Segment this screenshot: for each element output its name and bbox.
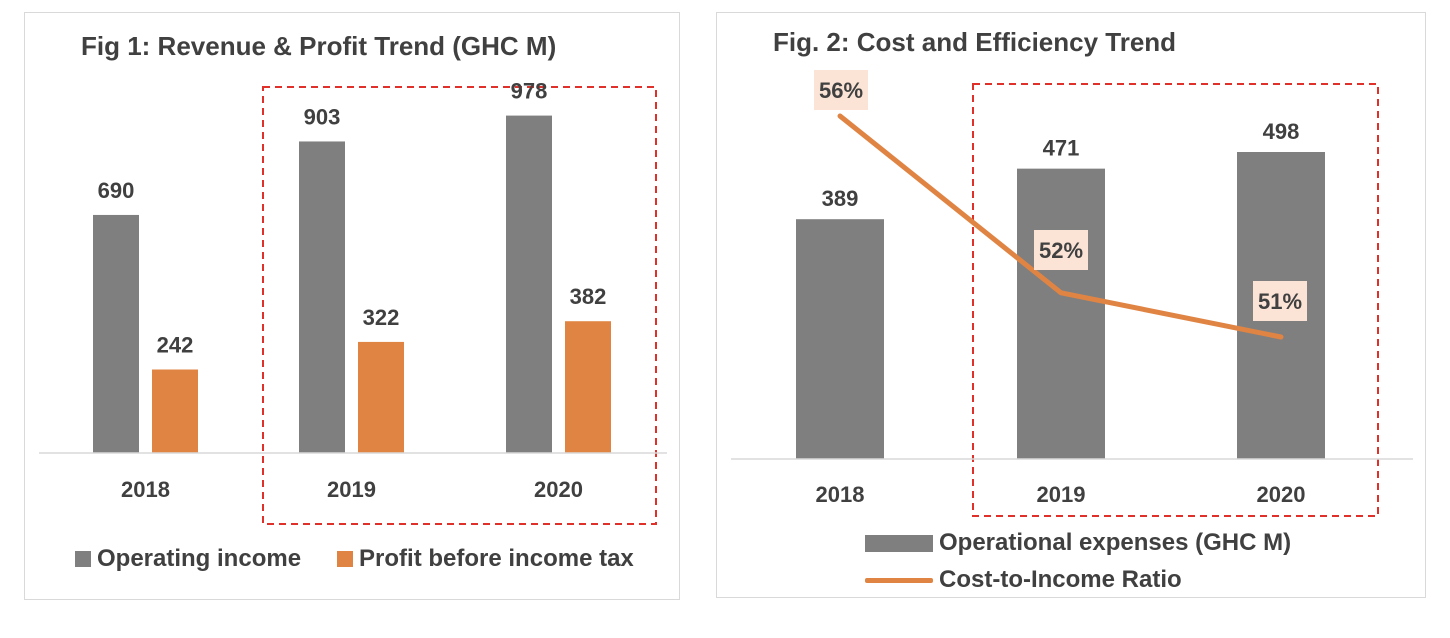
data-label-box-cost-to-income-2019 [1034, 230, 1088, 270]
bar-profit-before-income-tax-2020 [565, 321, 611, 453]
revenue-profit-chart-panel: Fig 1: Revenue & Profit Trend (GHC M) 69… [24, 12, 680, 600]
bar-operating-income-2020 [506, 115, 552, 453]
bar-profit-before-income-tax-2018 [152, 369, 198, 453]
data-label-operational-expenses-2018: 389 [822, 186, 859, 211]
x-tick-label-2018: 2018 [816, 482, 865, 507]
line-cost-to-income-ratio [837, 113, 1284, 340]
chart2-plot: 389 471 498 2018 2019 2020 56% 52% 51% [731, 70, 1413, 517]
legend-swatch-operating-income [75, 551, 91, 567]
data-label-profit-before-income-tax-2018: 242 [157, 333, 194, 358]
cost-efficiency-chart-panel: Fig. 2: Cost and Efficiency Trend 389 471… [716, 12, 1426, 598]
x-tick-label-2018: 2018 [121, 477, 170, 502]
data-label-profit-before-income-tax-2020: 382 [570, 284, 607, 309]
data-label-cost-to-income-2020: 51% [1258, 289, 1302, 314]
data-label-operating-income-2019: 903 [304, 104, 341, 129]
x-tick-label-2019: 2019 [327, 477, 376, 502]
highlight-box-2019-2020 [262, 86, 657, 525]
x-tick-label-2020: 2020 [534, 477, 583, 502]
legend-label-cost-to-income: Cost-to-Income Ratio [939, 566, 1182, 593]
legend-label-profit-before-tax: Profit before income tax [359, 545, 634, 572]
data-label-box-cost-to-income-2018 [814, 70, 868, 110]
bar-profit-before-income-tax-2019 [358, 341, 404, 453]
legend-swatch-cost-to-income [865, 577, 933, 583]
chart1-legend: Operating income Profit before income ta… [75, 545, 634, 573]
x-tick-label-2020: 2020 [1257, 482, 1306, 507]
bar-operating-income-2019 [299, 141, 345, 453]
data-label-box-cost-to-income-2020 [1253, 281, 1307, 321]
legend-label-operational-expenses: Operational expenses (GHC M) [939, 529, 1292, 556]
data-label-cost-to-income-2019: 52% [1039, 238, 1083, 263]
data-label-operational-expenses-2019: 471 [1043, 136, 1080, 161]
data-label-operational-expenses-2020: 498 [1263, 119, 1300, 144]
data-label-operating-income-2018: 690 [98, 178, 135, 203]
bar-operational-expenses-2018 [796, 219, 884, 459]
chart2-legend-line: Cost-to-Income Ratio [865, 566, 1182, 594]
data-label-cost-to-income-2018: 56% [819, 78, 863, 103]
data-label-operating-income-2020: 978 [511, 79, 548, 104]
chart2-title: Fig. 2: Cost and Efficiency Trend [773, 27, 1177, 57]
chart1-title: Fig 1: Revenue & Profit Trend (GHC M) [81, 31, 557, 61]
chart1-plot: 690 903 978 242 322 382 2018 2019 2020 [39, 79, 667, 525]
highlight-box-2019-2020 [972, 83, 1379, 517]
legend-label-operating-income: Operating income [97, 545, 302, 572]
data-label-profit-before-income-tax-2019: 322 [363, 305, 400, 330]
chart2-legend-bars: Operational expenses (GHC M) [865, 529, 1291, 557]
x-tick-label-2019: 2019 [1037, 482, 1086, 507]
legend-swatch-operational-expenses [865, 534, 933, 552]
legend-swatch-profit-before-tax [337, 551, 354, 567]
bar-operating-income-2018 [93, 214, 139, 453]
bar-operational-expenses-2019 [1017, 168, 1105, 459]
